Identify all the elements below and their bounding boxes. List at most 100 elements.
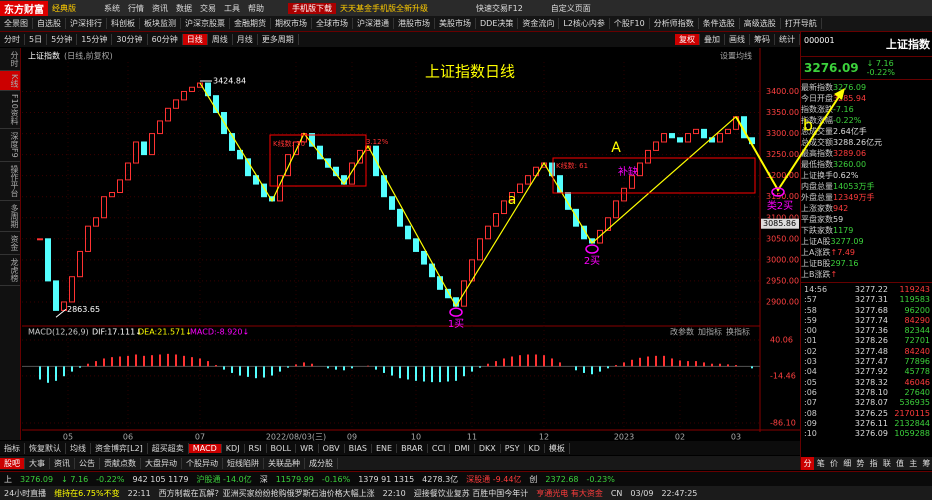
indicator-tab[interactable]: BRAR: [397, 443, 428, 453]
period-tab[interactable]: 5分钟: [47, 34, 78, 45]
news-item: 24小时直播: [4, 488, 47, 498]
side-tab[interactable]: 资金: [0, 232, 20, 255]
promo[interactable]: 天天基金手机版全新升级: [340, 3, 428, 13]
nav-item[interactable]: 板块监测: [140, 18, 181, 29]
nav-item[interactable]: 条件选股: [699, 18, 740, 29]
indicator-tab[interactable]: WR: [296, 443, 319, 453]
side-tab[interactable]: 多周期: [0, 201, 20, 232]
side-tab[interactable]: K线: [0, 71, 20, 92]
panel-tab[interactable]: 值: [896, 459, 905, 468]
info-tab[interactable]: 个股异动: [182, 457, 223, 469]
nav-item[interactable]: L2核心内参: [559, 18, 610, 29]
indicator-tab[interactable]: 资金博弈[L2]: [91, 442, 148, 454]
panel-tab[interactable]: 主: [909, 459, 918, 468]
indicator-tab[interactable]: 均线: [66, 442, 91, 454]
indicator-tab[interactable]: 模板: [545, 442, 570, 454]
indicator-tab[interactable]: 指标: [0, 442, 25, 454]
tool-tab[interactable]: 复权: [675, 34, 700, 45]
custom[interactable]: 自定义页面: [550, 3, 591, 13]
candle: [53, 280, 59, 311]
panel-tab[interactable]: 细: [843, 459, 852, 468]
nav-item[interactable]: 高级选股: [740, 18, 781, 29]
indicator-tab[interactable]: CCI: [428, 443, 451, 453]
menu-item[interactable]: 交易: [200, 3, 216, 13]
nav-item[interactable]: 美股市场: [435, 18, 476, 29]
indicator-tab[interactable]: KD: [525, 443, 545, 453]
tool-tab[interactable]: 叠加: [700, 34, 725, 45]
indicator-tab[interactable]: DKX: [475, 443, 501, 453]
indicator-tab[interactable]: DMI: [450, 443, 475, 453]
menu-item[interactable]: 数据: [176, 3, 192, 13]
panel-tab[interactable]: 指: [869, 459, 878, 468]
side-tab[interactable]: 操作平台: [0, 162, 20, 201]
indicator-tab[interactable]: RSI: [245, 443, 267, 453]
period-tab[interactable]: 60分钟: [148, 34, 183, 45]
period-tab[interactable]: 5日: [25, 34, 48, 45]
info-tab[interactable]: 公告: [75, 457, 100, 469]
indicator-tab[interactable]: BIAS: [345, 443, 372, 453]
tick-time: :06: [804, 387, 817, 397]
info-tab[interactable]: 关联品种: [264, 457, 305, 469]
info-tab[interactable]: 大盘异动: [141, 457, 182, 469]
indicator-tab[interactable]: MACD: [188, 443, 222, 453]
nav-item[interactable]: 沪深排行: [66, 18, 107, 29]
panel-tab[interactable]: 分: [801, 457, 815, 470]
side-tab[interactable]: 分时: [0, 48, 20, 71]
period-tab[interactable]: 更多周期: [258, 34, 299, 45]
period-tab[interactable]: 15分钟: [77, 34, 113, 45]
info-tab[interactable]: 短线陷阱: [223, 457, 264, 469]
nav-item[interactable]: 资金流向: [518, 18, 560, 29]
side-tab[interactable]: 深度F9: [0, 129, 20, 162]
trade[interactable]: 快速交易F12: [476, 3, 523, 13]
info-tab[interactable]: 贡献点数: [100, 457, 141, 469]
panel-tab[interactable]: 价: [830, 459, 838, 468]
indicator-tab[interactable]: PSY: [501, 443, 525, 453]
menu-item[interactable]: 资讯: [152, 3, 168, 13]
period-tab[interactable]: 日线: [182, 34, 208, 45]
menu-item[interactable]: 行情: [128, 3, 144, 13]
nav-item[interactable]: 金融期货: [230, 18, 271, 29]
panel-tab[interactable]: 笔: [816, 459, 825, 468]
tool-tab[interactable]: 筹码: [750, 34, 775, 45]
promo[interactable]: 手机版下载: [288, 2, 336, 14]
news-item[interactable]: 迎接餐饮业复苏 百胜中国今年计: [413, 488, 529, 498]
period-tab[interactable]: 周线: [208, 34, 233, 45]
menu-item[interactable]: 系统: [104, 3, 120, 13]
indicator-tab[interactable]: ENE: [372, 443, 398, 453]
nav-item[interactable]: 港股市场: [394, 18, 435, 29]
side-tab[interactable]: 龙虎榜: [0, 255, 20, 286]
info-tab[interactable]: 资讯: [50, 457, 75, 469]
indicator-tab[interactable]: 恢复默认: [25, 442, 66, 454]
nav-item[interactable]: 沪深港通: [353, 18, 394, 29]
period-tab[interactable]: 30分钟: [112, 34, 148, 45]
nav-item[interactable]: 全球市场: [312, 18, 353, 29]
indicator-tab[interactable]: OBV: [319, 443, 345, 453]
panel-tab[interactable]: 势: [856, 459, 865, 468]
indicator-tab[interactable]: 超买超卖: [148, 442, 189, 454]
panel-tab[interactable]: 联: [882, 459, 891, 468]
nav-item[interactable]: 沪深京股票: [181, 18, 230, 29]
nav-item[interactable]: 期权市场: [271, 18, 312, 29]
info-tab[interactable]: 成分股: [305, 457, 338, 469]
indicator-tab[interactable]: BOLL: [267, 443, 297, 453]
panel-tab[interactable]: 筹: [922, 459, 931, 468]
menu-item[interactable]: 帮助: [248, 3, 264, 13]
nav-item[interactable]: DDE决策: [476, 18, 519, 29]
indicator-tab[interactable]: KDJ: [222, 443, 245, 453]
tool-tab[interactable]: 统计: [775, 34, 800, 45]
menu-item[interactable]: 工具: [224, 3, 240, 13]
candle: [37, 238, 43, 241]
nav-item[interactable]: 个股F10: [610, 18, 650, 29]
side-tab[interactable]: F10资料: [0, 91, 20, 130]
nav-item[interactable]: 科创板: [107, 18, 140, 29]
info-tab[interactable]: 股吧: [0, 457, 25, 469]
period-tab[interactable]: 月线: [233, 34, 258, 45]
nav-item[interactable]: 打开导航: [781, 18, 822, 29]
tool-tab[interactable]: 画线: [725, 34, 750, 45]
nav-item[interactable]: 自选股: [33, 18, 66, 29]
news-item[interactable]: 西方制裁在瓦解？亚洲买家纷纷抢购俄罗斯石油价格大幅上涨: [158, 488, 375, 498]
info-tab[interactable]: 大事: [25, 457, 50, 469]
nav-item[interactable]: 全景图: [0, 18, 33, 29]
nav-item[interactable]: 分析师指数: [650, 18, 699, 29]
period-tab[interactable]: 分时: [0, 34, 25, 45]
